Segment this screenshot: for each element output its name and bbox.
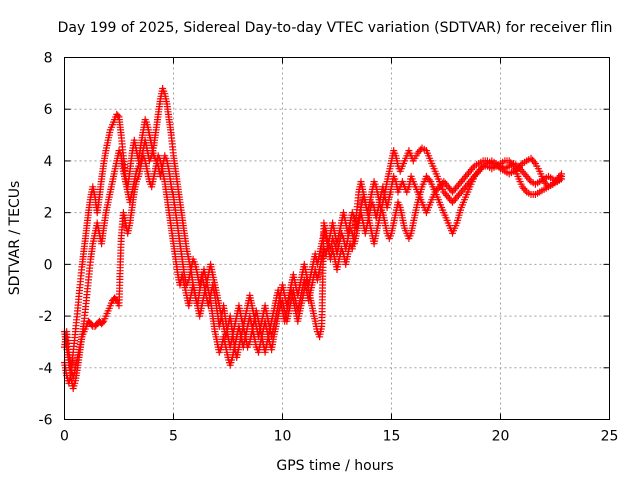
plot-frame — [64, 57, 610, 420]
axis-tick-labels: 0 5 10 15 20 25 -6 -4 -2 0 2 4 6 8 — [39, 51, 619, 445]
x-tick-label: 5 — [169, 429, 178, 445]
x-tick-label: 10 — [274, 429, 292, 445]
y-tick-label: -4 — [39, 361, 53, 377]
data-point — [425, 176, 433, 184]
x-axis-label: GPS time / hours — [276, 458, 393, 474]
y-tick-label: 8 — [44, 51, 53, 67]
y-tick-label: 6 — [44, 102, 53, 118]
y-tick-label: 0 — [44, 257, 53, 273]
data-points — [61, 85, 565, 392]
x-tick-label: 0 — [60, 429, 69, 445]
data-point — [478, 164, 486, 172]
data-point — [114, 112, 122, 120]
y-tick-label: -6 — [39, 413, 53, 429]
data-point — [556, 172, 564, 180]
data-point — [473, 169, 481, 177]
x-tick-label: 15 — [383, 429, 401, 445]
x-tick-label: 20 — [492, 429, 510, 445]
data-point — [495, 163, 503, 171]
x-tick-label: 25 — [601, 429, 619, 445]
data-point — [451, 185, 459, 192]
data-point — [530, 158, 538, 166]
data-point — [558, 170, 565, 178]
data-point — [526, 176, 534, 184]
data-point — [508, 160, 516, 168]
y-tick-label: 4 — [44, 154, 53, 170]
y-tick-label: 2 — [44, 206, 53, 222]
data-point — [469, 164, 477, 172]
data-point — [517, 161, 525, 169]
data-point — [99, 319, 107, 326]
y-axis-label: SDTVAR / TECUs — [7, 181, 23, 296]
chart-title: Day 199 of 2025, Sidereal Day-to-day VTE… — [58, 20, 613, 36]
y-tick-label: -2 — [39, 309, 53, 325]
